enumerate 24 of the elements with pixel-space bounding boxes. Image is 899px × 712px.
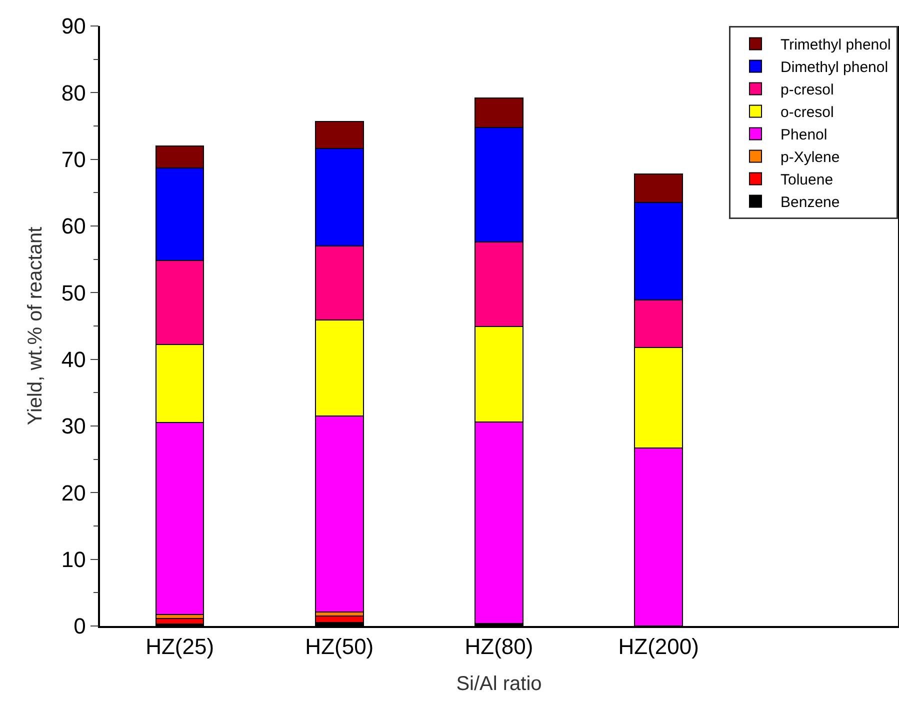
y-tick-label: 10 <box>61 547 86 572</box>
y-tick-label: 50 <box>61 280 86 306</box>
x-tick-label: HZ(80) <box>464 634 534 660</box>
y-tick-label: 0 <box>74 614 86 639</box>
legend-label: Dimethyl phenol <box>780 59 888 76</box>
legend-label: Toluene <box>780 172 834 189</box>
x-tick-label: HZ(200) <box>618 634 699 660</box>
legend-label: Trimethyl phenol <box>780 36 891 54</box>
x-tick-label: HZ(50) <box>305 634 374 660</box>
legend-label: Benzene <box>780 194 840 212</box>
x-tick-label: HZ(25) <box>146 634 214 660</box>
legend-label: Phenol <box>780 126 828 144</box>
y-tick-label: 20 <box>61 480 86 506</box>
y-axis-title: Yield, wt.% of reactant <box>24 226 46 426</box>
legend-label: o-cresol <box>780 104 834 122</box>
y-tick-label: 60 <box>61 214 86 239</box>
legend-label: p-Xylene <box>780 149 840 166</box>
legend-label: p-cresol <box>780 82 834 99</box>
x-axis-title: Si/Al ratio <box>456 673 542 696</box>
y-tick-label: 80 <box>61 80 86 106</box>
y-tick-label: 30 <box>61 414 86 439</box>
y-tick-label: 90 <box>61 14 86 39</box>
y-tick-label: 70 <box>61 147 86 172</box>
y-tick-label: 40 <box>61 347 86 372</box>
